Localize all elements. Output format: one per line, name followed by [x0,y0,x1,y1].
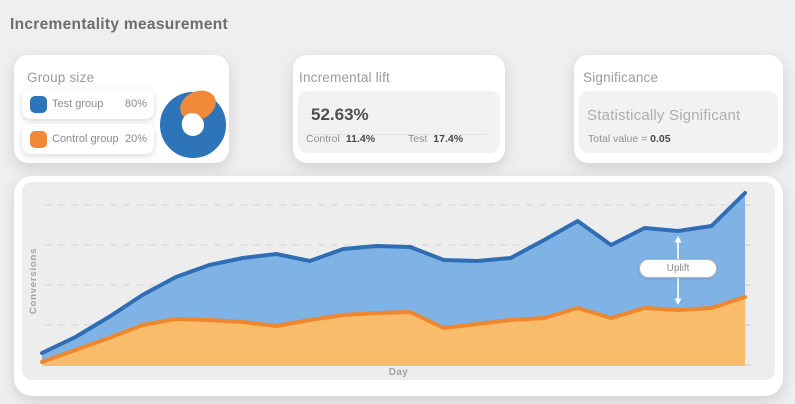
divider [306,134,486,135]
conversions-chart-card: Conversions Day Uplift [14,176,783,396]
legend-value: 20% [124,133,147,145]
control-group-swatch [30,130,47,148]
test-group-swatch [30,95,47,113]
conversions-chart: Conversions Day Uplift [22,182,775,380]
significance-status: Statistically Significant [587,107,741,124]
significance-detail-label: Total value = [588,133,651,145]
page-title: Incrementality measurement [10,16,228,33]
legend-row-test-group: Test group 80% [22,89,154,119]
legend-row-control-group: Control group 20% [22,124,154,154]
y-axis-label: Conversions [28,247,39,315]
uplift-annotation-pill: Uplift [639,259,718,278]
test-pair: Test 17.4% [408,133,463,145]
control-label: Control [306,133,340,145]
legend-label: Test group [52,98,104,110]
significance-card: Significance Statistically Significant T… [574,55,783,163]
test-label: Test [408,133,428,145]
legend-value: 80% [124,98,147,110]
lift-value: 52.63% [311,105,369,124]
incremental-lift-panel: 52.63% Control 11.4% Test 17.4% [298,91,500,153]
group-size-card-title: Group size [27,70,95,85]
significance-detail-value: 0.05 [650,133,671,145]
legend-label: Control group [52,133,119,145]
group-size-donut-chart [160,90,226,158]
significance-card-title: Significance [583,70,659,85]
lift-breakdown: Control 11.4% Test 17.4% [298,133,500,146]
incremental-lift-card: Incremental lift 52.63% Control 11.4% Tes… [293,55,505,163]
significance-detail: Total value = 0.05 [588,133,671,145]
group-size-legend: Test group 80% Control group 20% [22,89,154,159]
control-pair: Control 11.4% [306,133,375,145]
donut-control-segment [180,90,216,121]
control-value: 11.4% [345,133,376,145]
significance-panel: Statistically Significant Total value = … [579,91,778,153]
x-axis-label: Day [388,367,409,378]
chart-svg [40,191,751,366]
test-value: 17.4% [433,133,464,145]
incremental-lift-card-title: Incremental lift [299,70,390,85]
donut-hole [181,113,203,134]
group-size-card: Group size Test group 80% Control group … [14,55,229,163]
